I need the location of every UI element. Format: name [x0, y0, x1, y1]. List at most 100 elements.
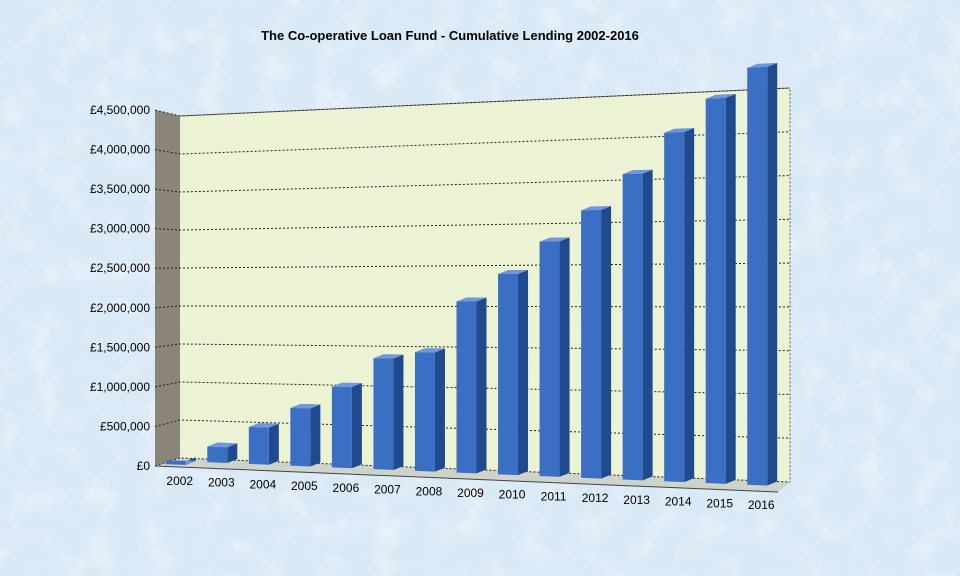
- x-tick-label: 2016: [748, 498, 775, 512]
- y-axis: £0 £500,000 £1,000,000 £1,500,000 £2,000,000…: [90, 103, 150, 473]
- bar-side: [434, 348, 445, 472]
- x-tick-label: 2007: [374, 483, 401, 497]
- floor: [155, 458, 790, 492]
- x-tick-label: 2010: [499, 488, 526, 502]
- bar: [207, 442, 238, 464]
- bar-top: [622, 169, 653, 175]
- bar: [498, 269, 529, 476]
- x-tick-label: 2004: [249, 477, 276, 491]
- bar: [581, 205, 612, 479]
- bar-side: [767, 62, 778, 486]
- bar-top: [248, 422, 279, 428]
- bar-side: [518, 269, 529, 476]
- bar-front: [207, 446, 228, 464]
- gridline: [154, 262, 791, 269]
- bar-front: [414, 352, 435, 472]
- y-tick-label: £0: [137, 459, 151, 473]
- y-tick-label: £3,000,000: [90, 222, 150, 236]
- bar-side: [559, 237, 570, 477]
- bar-top: [290, 403, 321, 409]
- x-tick-label: 2008: [416, 484, 443, 498]
- x-tick-label: 2012: [582, 491, 609, 505]
- gridline: [154, 305, 791, 309]
- bar: [622, 169, 653, 481]
- bars: [165, 62, 778, 486]
- bar-side: [476, 297, 487, 474]
- bar-front: [373, 358, 394, 470]
- bar-top: [373, 354, 404, 359]
- x-axis: 2002 2003 2004 2005 2006 2007 2008 2009 2010 2011…: [154, 465, 779, 512]
- bar-side: [601, 205, 612, 479]
- bar-front: [456, 301, 477, 474]
- bar: [414, 348, 445, 472]
- bar-front: [539, 241, 560, 477]
- y-tick-label: £1,000,000: [90, 380, 150, 394]
- bar-side: [268, 423, 279, 465]
- bar-front: [747, 66, 768, 486]
- gridline: [154, 343, 791, 352]
- bar-front: [664, 132, 685, 483]
- bar: [705, 93, 736, 484]
- bar: [664, 128, 695, 483]
- bar: [165, 457, 196, 465]
- gridline: [154, 218, 791, 231]
- x-tick-label: 2014: [665, 495, 692, 509]
- bar-side: [310, 404, 321, 467]
- bar-front: [165, 460, 186, 465]
- gridline: [154, 175, 791, 193]
- bar-top: [705, 93, 736, 99]
- x-axis-line: [154, 465, 779, 493]
- x-tick-label: 2002: [166, 474, 193, 488]
- bar-side: [642, 169, 653, 481]
- bar-top: [581, 205, 612, 211]
- bar-front: [331, 386, 352, 469]
- bar-top: [456, 297, 487, 302]
- bar-side: [227, 443, 238, 464]
- bar: [373, 354, 404, 470]
- y-tick-label: £4,000,000: [90, 143, 150, 157]
- bar: [539, 237, 570, 477]
- chart-title: The Co-operative Loan Fund - Cumulative …: [261, 28, 639, 43]
- bar-top: [747, 62, 778, 68]
- x-tick-label: 2005: [291, 479, 318, 493]
- bar-front: [248, 426, 269, 465]
- gridline: [154, 131, 791, 155]
- wall-border: [179, 87, 791, 482]
- y-tick-label: £4,500,000: [90, 103, 150, 117]
- bar-top: [539, 237, 570, 242]
- x-tick-label: 2013: [623, 493, 650, 507]
- bar: [747, 62, 778, 486]
- x-tick-label: 2006: [333, 481, 360, 495]
- y-tick-label: £2,500,000: [90, 261, 150, 275]
- side-wall: [155, 110, 180, 466]
- y-tick-label: £1,500,000: [90, 340, 150, 354]
- x-tick-label: 2003: [208, 476, 235, 490]
- gridline: [154, 87, 791, 117]
- bar: [290, 403, 321, 467]
- x-tick-label: 2015: [706, 496, 733, 510]
- bar: [248, 422, 279, 465]
- bar-side: [684, 128, 695, 483]
- bar-front: [705, 97, 726, 484]
- bar-front: [290, 407, 311, 467]
- x-tick-label: 2011: [541, 489, 567, 503]
- bar-front: [498, 273, 519, 476]
- bar-top: [664, 128, 695, 133]
- bar-front: [581, 209, 602, 479]
- bar: [456, 297, 487, 474]
- x-tick-label: 2009: [457, 486, 484, 500]
- bar-top: [331, 382, 362, 388]
- bar-side: [725, 93, 736, 484]
- bar-side: [351, 383, 362, 469]
- y-tick-label: £500,000: [100, 419, 150, 433]
- y-tick-label: £3,500,000: [90, 182, 150, 196]
- bar-side: [393, 354, 404, 470]
- bar-top: [414, 348, 445, 353]
- bar-top: [498, 269, 529, 275]
- bar: [331, 382, 362, 469]
- bar-front: [622, 173, 643, 481]
- y-tick-label: £2,000,000: [90, 301, 150, 315]
- bar-top: [207, 442, 238, 448]
